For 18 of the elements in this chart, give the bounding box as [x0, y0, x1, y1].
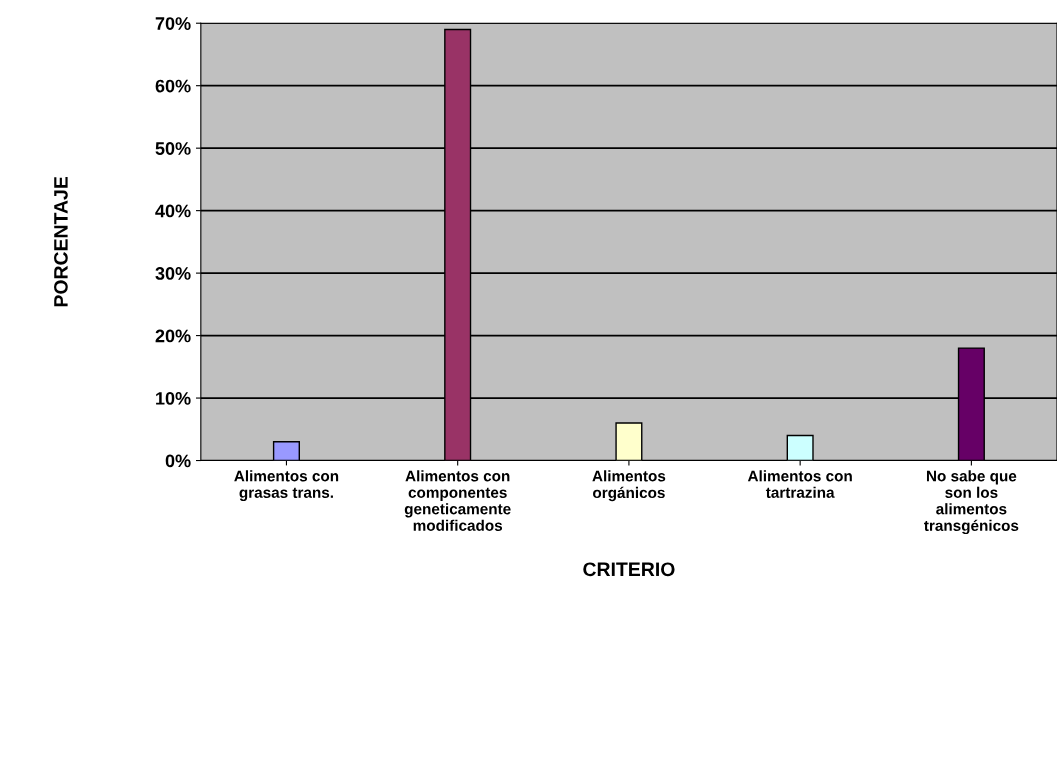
- x-tick-label: Alimentos con grasas trans.: [234, 470, 339, 502]
- y-tick-label: 0%: [165, 454, 191, 468]
- y-axis-title: PORCENTAJE: [54, 176, 68, 307]
- x-tick-label: Alimentos orgánicos: [592, 470, 666, 502]
- bar: [272, 441, 300, 461]
- x-tick-label: Alimentos con tartrazina: [747, 470, 852, 498]
- x-tick-label: Alimentos con componentes geneticamente modificados: [404, 470, 511, 531]
- y-tick-label: 20%: [155, 329, 191, 343]
- y-tick-label: 50%: [155, 142, 191, 155]
- bar: [615, 422, 643, 461]
- y-tick-label: 10%: [156, 391, 191, 405]
- y-tick-label: 40%: [155, 204, 191, 218]
- y-tick-label: 70%: [155, 17, 191, 30]
- y-tick-label: 60%: [155, 79, 191, 93]
- x-tick-label: No sabe que son los alimentos transgénicos: [924, 470, 1019, 535]
- y-tick-label: 30%: [155, 267, 191, 280]
- bar: [786, 434, 814, 461]
- x-axis-title: CRITERIO: [583, 562, 675, 577]
